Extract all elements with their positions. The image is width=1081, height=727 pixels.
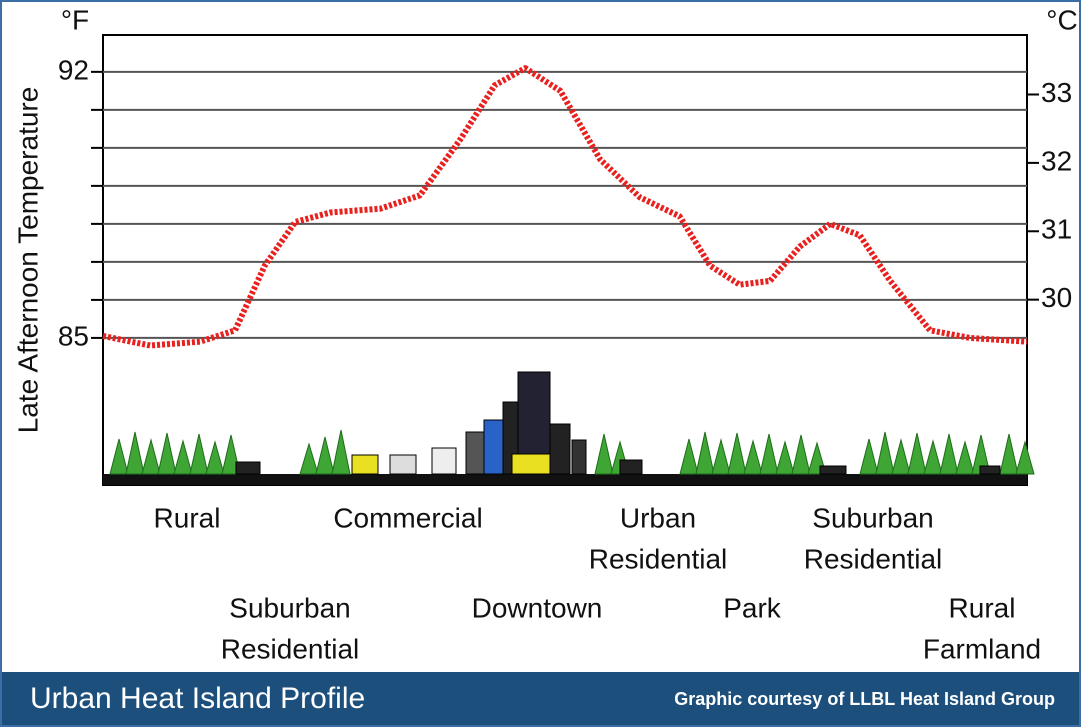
y2-tick-label: 32 [1041,145,1072,176]
region-label: Farmland [923,633,1041,664]
region-label: Urban [620,502,696,533]
region-label: Suburban [812,502,933,533]
region-label: Residential [221,633,360,664]
building [550,424,570,474]
region-label: Rural [154,502,221,533]
building [352,455,378,474]
region-label: Park [723,592,782,623]
building [820,466,846,474]
region-label: Commercial [333,502,482,533]
y2-tick-label: 30 [1041,282,1072,313]
y-tick-label: 92 [58,54,89,85]
y2-tick-label: 31 [1041,214,1072,245]
building [572,440,586,474]
building [390,455,416,474]
region-label: Downtown [472,592,603,623]
credit: Graphic courtesy of LLBL Heat Island Gro… [674,689,1055,709]
building [432,448,456,474]
y2-tick-label: 33 [1041,77,1072,108]
building [980,466,1000,474]
region-label: Residential [804,543,943,574]
building [512,454,554,474]
y-axis-label: Late Afternoon Temperature [12,87,43,434]
y-unit: °F [61,4,89,35]
footer-title: Urban Heat Island Profile [30,682,365,715]
y2-unit: °C [1046,4,1077,35]
building [236,462,260,474]
y-tick-label: 85 [58,320,89,351]
ground [103,474,1027,485]
region-label: Rural [949,592,1016,623]
building [466,432,484,474]
region-label: Residential [589,543,728,574]
region-label: Suburban [229,592,350,623]
building [620,460,642,474]
